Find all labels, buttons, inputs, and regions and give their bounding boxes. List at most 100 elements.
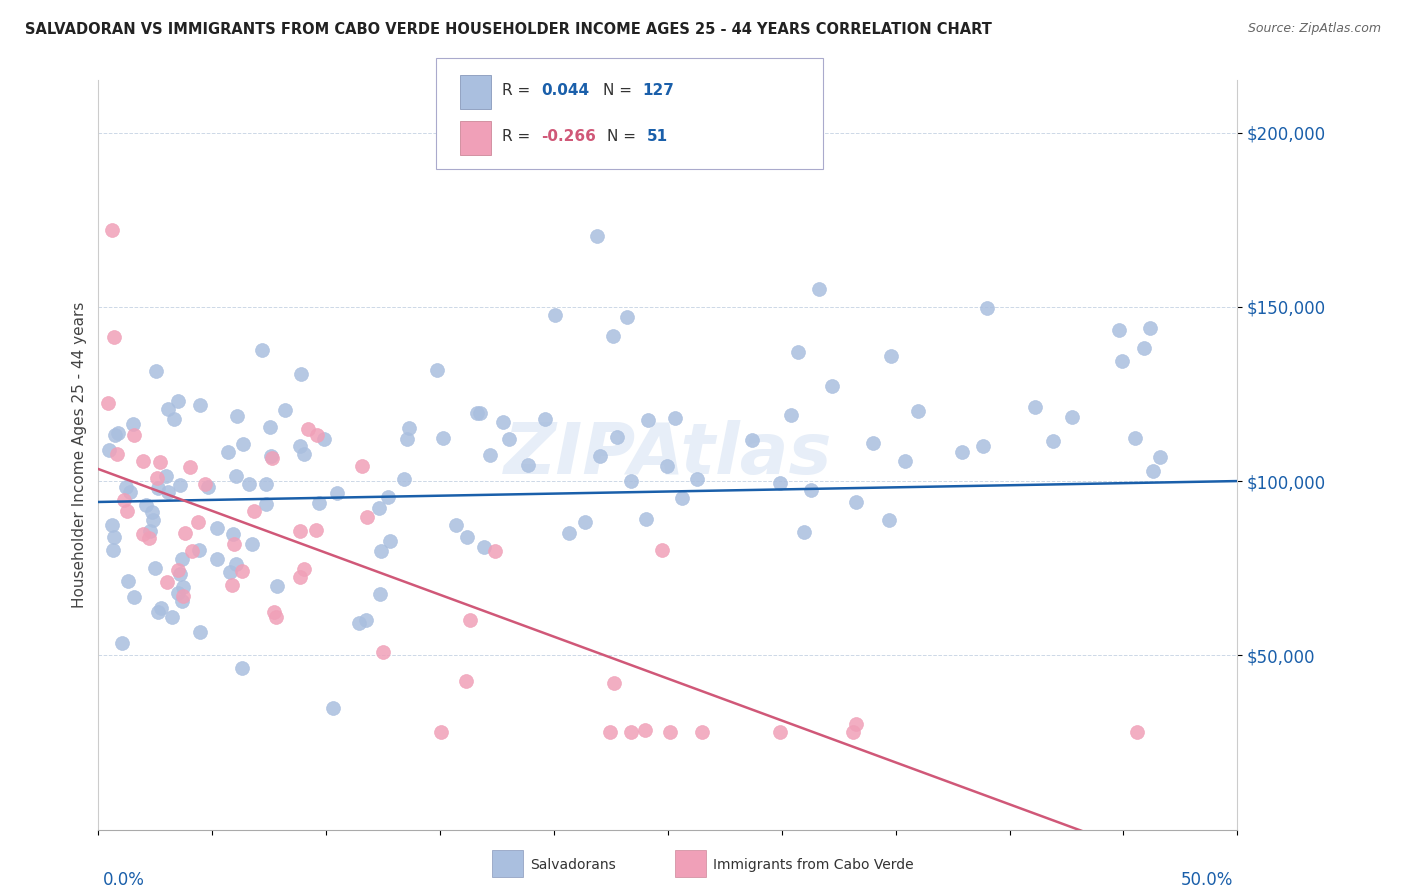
Point bbox=[266, 579, 288, 593]
Point bbox=[274, 402, 297, 417]
Text: Source: ZipAtlas.com: Source: ZipAtlas.com bbox=[1247, 22, 1381, 36]
Text: 0.044: 0.044 bbox=[541, 83, 589, 97]
Point bbox=[157, 485, 180, 500]
Point bbox=[616, 310, 638, 324]
Point bbox=[188, 543, 211, 558]
Point bbox=[950, 445, 973, 459]
Point bbox=[172, 552, 194, 566]
Point bbox=[118, 485, 141, 500]
Point bbox=[1139, 321, 1161, 335]
Point bbox=[894, 454, 917, 468]
Point bbox=[972, 439, 994, 453]
Point bbox=[398, 421, 420, 435]
Point bbox=[194, 477, 217, 491]
Point bbox=[117, 574, 139, 588]
Point bbox=[135, 499, 157, 513]
Point bbox=[240, 536, 263, 550]
Point bbox=[225, 557, 247, 571]
Point bbox=[132, 527, 155, 541]
Point bbox=[606, 430, 628, 444]
Point bbox=[179, 459, 201, 474]
Point bbox=[907, 403, 929, 417]
Text: Immigrants from Cabo Verde: Immigrants from Cabo Verde bbox=[713, 858, 914, 872]
Point bbox=[172, 589, 194, 603]
Point bbox=[101, 223, 124, 237]
Point bbox=[167, 394, 190, 409]
Point bbox=[221, 577, 243, 591]
Text: 127: 127 bbox=[643, 83, 675, 97]
Point bbox=[149, 601, 172, 615]
Point bbox=[138, 532, 160, 546]
Point bbox=[170, 594, 193, 608]
Point bbox=[544, 309, 567, 323]
Point bbox=[658, 725, 681, 739]
Point bbox=[167, 585, 190, 599]
Point bbox=[769, 475, 792, 490]
Point bbox=[156, 574, 179, 589]
Point bbox=[377, 490, 399, 504]
Point bbox=[347, 616, 370, 631]
Text: SALVADORAN VS IMMIGRANTS FROM CABO VERDE HOUSEHOLDER INCOME AGES 25 - 44 YEARS C: SALVADORAN VS IMMIGRANTS FROM CABO VERDE… bbox=[25, 22, 993, 37]
Point bbox=[325, 485, 347, 500]
Point bbox=[1142, 464, 1164, 478]
Point bbox=[599, 725, 621, 739]
Point bbox=[259, 419, 281, 434]
Point bbox=[807, 282, 830, 296]
Point bbox=[370, 587, 392, 601]
Point bbox=[112, 492, 135, 507]
Point bbox=[845, 495, 868, 509]
Point bbox=[880, 349, 903, 363]
Point bbox=[589, 449, 612, 463]
Point bbox=[305, 428, 328, 442]
Point bbox=[498, 432, 520, 446]
Point bbox=[1108, 323, 1130, 337]
Point bbox=[1024, 400, 1046, 414]
Point bbox=[222, 536, 245, 550]
Point bbox=[250, 343, 273, 357]
Point bbox=[105, 447, 128, 461]
Point bbox=[484, 544, 506, 558]
Point bbox=[472, 540, 495, 554]
Text: ZIPAtlas: ZIPAtlas bbox=[503, 420, 832, 490]
Point bbox=[657, 458, 679, 473]
Point bbox=[264, 609, 287, 624]
Point bbox=[180, 544, 202, 558]
Point bbox=[820, 379, 842, 393]
Point bbox=[787, 345, 810, 359]
Point bbox=[458, 613, 481, 627]
Point bbox=[1060, 410, 1083, 425]
Point bbox=[426, 363, 449, 377]
Point bbox=[148, 605, 170, 619]
Point bbox=[1133, 341, 1156, 355]
Point bbox=[98, 442, 121, 457]
Point bbox=[634, 723, 657, 737]
Point bbox=[456, 530, 478, 544]
Point bbox=[574, 515, 596, 529]
Point bbox=[103, 329, 125, 343]
Point bbox=[122, 417, 145, 432]
Point bbox=[160, 610, 183, 624]
Point bbox=[221, 526, 243, 541]
Point bbox=[292, 562, 315, 576]
Point bbox=[468, 406, 491, 420]
Point bbox=[1125, 725, 1147, 739]
Point bbox=[288, 570, 311, 584]
Point bbox=[142, 513, 165, 527]
Point bbox=[115, 504, 138, 518]
Point bbox=[356, 509, 378, 524]
Point bbox=[100, 518, 122, 533]
Point bbox=[879, 512, 901, 526]
Point bbox=[664, 410, 686, 425]
Point bbox=[308, 496, 330, 510]
Point bbox=[156, 401, 179, 416]
Point bbox=[145, 364, 167, 378]
Point bbox=[454, 674, 477, 689]
Point bbox=[800, 483, 823, 497]
Point bbox=[155, 469, 177, 483]
Point bbox=[225, 409, 247, 424]
Point bbox=[651, 543, 673, 558]
Point bbox=[620, 725, 643, 739]
Point bbox=[107, 426, 129, 441]
Point bbox=[1111, 354, 1133, 368]
Point bbox=[1042, 434, 1064, 448]
